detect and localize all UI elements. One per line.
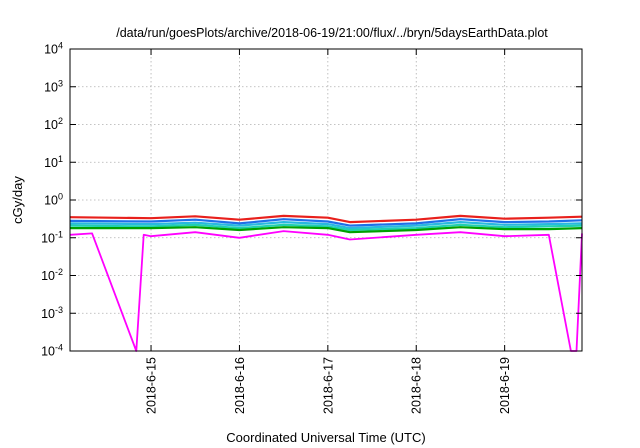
x-tick-label: 2018-6-17 xyxy=(321,357,335,414)
series-layer xyxy=(69,214,583,352)
y-tick-exponent: -1 xyxy=(55,229,63,239)
y-tick-label: 102 xyxy=(44,116,63,132)
y-tick-label: 100 xyxy=(44,192,63,208)
y-tick-exponent: 3 xyxy=(58,78,63,88)
y-tick-label: 10-3 xyxy=(41,305,63,321)
x-axis-label: Coordinated Universal Time (UTC) xyxy=(226,430,425,445)
y-tick-exponent: 4 xyxy=(58,41,63,51)
chart-title: /data/run/goesPlots/archive/2018-06-19/2… xyxy=(116,26,548,40)
y-tick-base: 10 xyxy=(41,269,55,283)
x-tick-label: 2018-6-15 xyxy=(145,357,159,414)
series-line-3 xyxy=(69,221,583,230)
y-tick-exponent: 2 xyxy=(58,116,63,126)
y-tick-exponent: 0 xyxy=(58,192,63,202)
y-tick-label: 10-2 xyxy=(41,267,63,283)
x-axis-ticks: 2018-6-15 2018-6-16 2018-6-17 2018-6-18 2018… xyxy=(145,49,512,414)
y-tick-label: 10-1 xyxy=(41,229,63,245)
x-tick-label: 2018-6-19 xyxy=(498,357,512,414)
y-tick-exponent: -2 xyxy=(55,267,63,277)
y-axis-label: cGy/day xyxy=(10,176,25,224)
y-tick-base: 10 xyxy=(44,118,58,132)
y-tick-base: 10 xyxy=(41,345,55,359)
y-tick-exponent: -3 xyxy=(55,305,63,315)
y-tick-base: 10 xyxy=(41,231,55,245)
series-line-5 xyxy=(70,226,583,234)
series-line-6 xyxy=(69,230,583,352)
series-line-4 xyxy=(69,223,583,232)
y-tick-exponent: 1 xyxy=(58,154,63,164)
series-line-2 xyxy=(69,218,583,227)
y-tick-base: 10 xyxy=(44,194,58,208)
grid-lines xyxy=(70,49,582,351)
y-tick-label: 10-4 xyxy=(41,343,63,359)
y-tick-label: 104 xyxy=(44,41,63,57)
y-tick-label: 101 xyxy=(44,154,63,170)
y-tick-base: 10 xyxy=(41,307,55,321)
y-tick-base: 10 xyxy=(44,43,58,57)
x-tick-label: 2018-6-18 xyxy=(410,357,424,414)
y-tick-exponent: -4 xyxy=(55,343,63,353)
y-tick-base: 10 xyxy=(44,156,58,170)
y-tick-base: 10 xyxy=(44,80,58,94)
series-line-1 xyxy=(69,214,583,224)
x-tick-label: 2018-6-16 xyxy=(233,357,247,414)
y-tick-label: 103 xyxy=(44,78,63,94)
